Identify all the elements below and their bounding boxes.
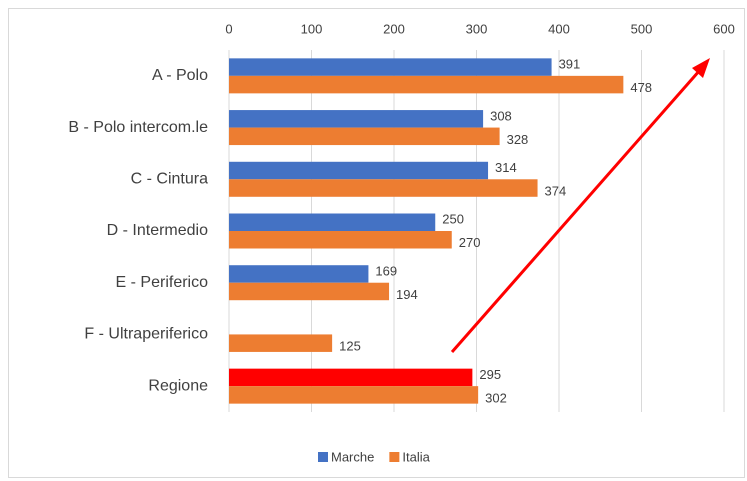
category-label: E - Periferico <box>116 274 209 291</box>
arrow-head <box>692 58 710 78</box>
data-label: 478 <box>630 80 652 95</box>
category-label: F - Ultraperiferico <box>84 326 208 343</box>
x-tick-label: 500 <box>631 21 653 36</box>
category-label: Regione <box>148 377 208 394</box>
bar <box>229 231 452 249</box>
category-label: A - Polo <box>152 67 208 84</box>
data-label: 295 <box>479 367 501 382</box>
data-label: 169 <box>375 263 397 278</box>
data-label: 250 <box>442 212 464 227</box>
data-label: 194 <box>396 287 418 302</box>
legend-swatch <box>318 452 328 462</box>
x-tick-label: 0 <box>225 21 232 36</box>
legend-label: Marche <box>331 449 374 464</box>
bar <box>229 161 489 180</box>
x-tick-label: 600 <box>713 21 735 36</box>
bar <box>229 213 436 231</box>
bar <box>229 127 500 146</box>
bar <box>229 386 479 404</box>
data-label: 328 <box>507 132 529 147</box>
legend-label: Italia <box>402 449 430 464</box>
category-label: C - Cintura <box>131 171 208 188</box>
data-label: 314 <box>495 160 517 175</box>
x-tick-label: 200 <box>383 21 405 36</box>
x-tick-label: 100 <box>301 21 323 36</box>
bar <box>229 265 369 283</box>
bar <box>229 58 552 76</box>
x-tick-label: 400 <box>548 21 570 36</box>
category-label: B - Polo intercom.le <box>68 119 208 136</box>
bar <box>229 282 390 301</box>
data-label: 391 <box>559 57 581 72</box>
data-label: 308 <box>490 108 512 123</box>
x-tick-label: 300 <box>466 21 488 36</box>
bar <box>229 179 538 197</box>
data-label: 374 <box>545 183 567 198</box>
legend-swatch <box>389 452 400 462</box>
data-label: 302 <box>485 390 507 405</box>
data-label: 270 <box>459 235 481 250</box>
data-label: 125 <box>339 339 361 354</box>
bar <box>229 110 484 128</box>
bar <box>229 368 473 387</box>
bar <box>229 334 333 352</box>
category-label: D - Intermedio <box>107 222 208 239</box>
bar <box>229 75 624 94</box>
trend-arrow <box>450 69 702 353</box>
